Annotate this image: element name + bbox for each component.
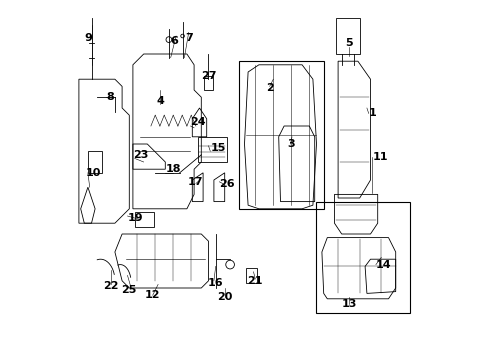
Text: 5: 5 xyxy=(345,38,352,48)
Text: 21: 21 xyxy=(247,276,263,286)
Text: 4: 4 xyxy=(156,96,164,106)
Text: 12: 12 xyxy=(144,290,160,300)
Text: 27: 27 xyxy=(201,71,216,81)
Bar xyxy=(197,137,226,162)
Text: 13: 13 xyxy=(341,299,356,309)
Text: 7: 7 xyxy=(184,33,192,43)
Text: 23: 23 xyxy=(133,150,148,160)
Bar xyxy=(316,202,409,313)
Text: 2: 2 xyxy=(265,83,273,93)
Text: 17: 17 xyxy=(188,177,203,187)
Text: 15: 15 xyxy=(210,143,225,153)
Bar xyxy=(88,151,102,173)
Bar xyxy=(239,61,323,209)
Text: 18: 18 xyxy=(165,164,181,174)
Text: 10: 10 xyxy=(86,168,102,178)
Text: 6: 6 xyxy=(170,36,178,46)
Text: 25: 25 xyxy=(122,285,137,295)
Text: 19: 19 xyxy=(127,213,143,223)
Text: 11: 11 xyxy=(371,152,387,162)
Text: 20: 20 xyxy=(217,292,232,302)
Text: 8: 8 xyxy=(106,92,113,102)
Bar xyxy=(134,212,154,227)
Text: 3: 3 xyxy=(287,139,295,149)
Text: 14: 14 xyxy=(375,260,391,270)
Text: 16: 16 xyxy=(207,278,223,288)
Text: 26: 26 xyxy=(219,179,234,189)
Text: 9: 9 xyxy=(84,33,92,43)
Text: 22: 22 xyxy=(103,281,119,291)
Text: 1: 1 xyxy=(368,108,376,118)
Text: 24: 24 xyxy=(190,117,206,127)
